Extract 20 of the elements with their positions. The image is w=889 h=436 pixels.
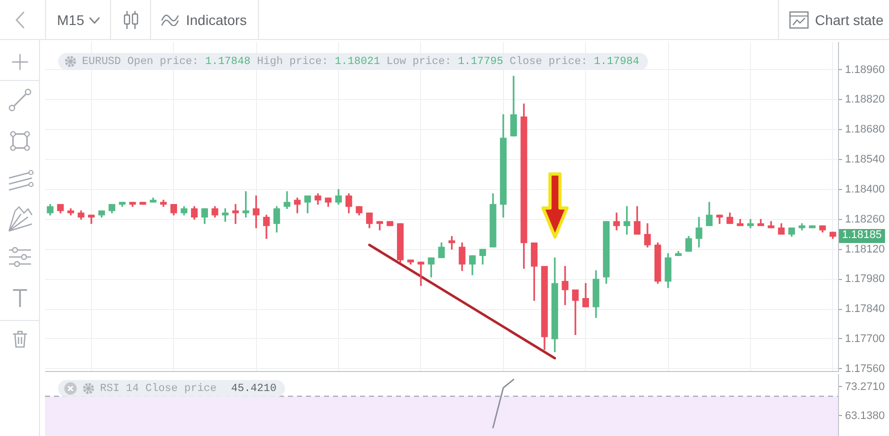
y-tick-label: 1.17560 [845,362,885,375]
y-tick-label: 1.18400 [845,183,885,196]
y-tick-label: 1.18820 [845,94,885,106]
y-tick-label: 1.17980 [845,273,885,286]
text: M15 [57,11,84,29]
text: 1.18185 [839,229,885,244]
label-pill: EURUSD Open price: 1.17848 High price: 1.18021 Low price: 1.17795 Close price: 1.17984 [58,53,648,70]
y-tick-label: 1.18540 [845,154,885,166]
y-tick-label: 1.18120 [845,243,885,256]
y-tick-label: 1.17840 [845,303,885,316]
y-tick-label: 73.2710 [845,380,885,393]
y-tick-label: 1.17700 [845,332,885,345]
candlestick [232,204,239,224]
text: Chart state [815,11,884,29]
y-tick-label: 1.18680 [845,124,885,136]
y-tick-label: 1.18260 [845,213,885,226]
y-tick-label: 63.1380 [845,410,885,422]
text: Indicators [186,11,247,29]
label-pill: RSI 14 Close price 45.4210 [58,380,286,397]
y-tick-label: 1.18960 [845,64,885,76]
